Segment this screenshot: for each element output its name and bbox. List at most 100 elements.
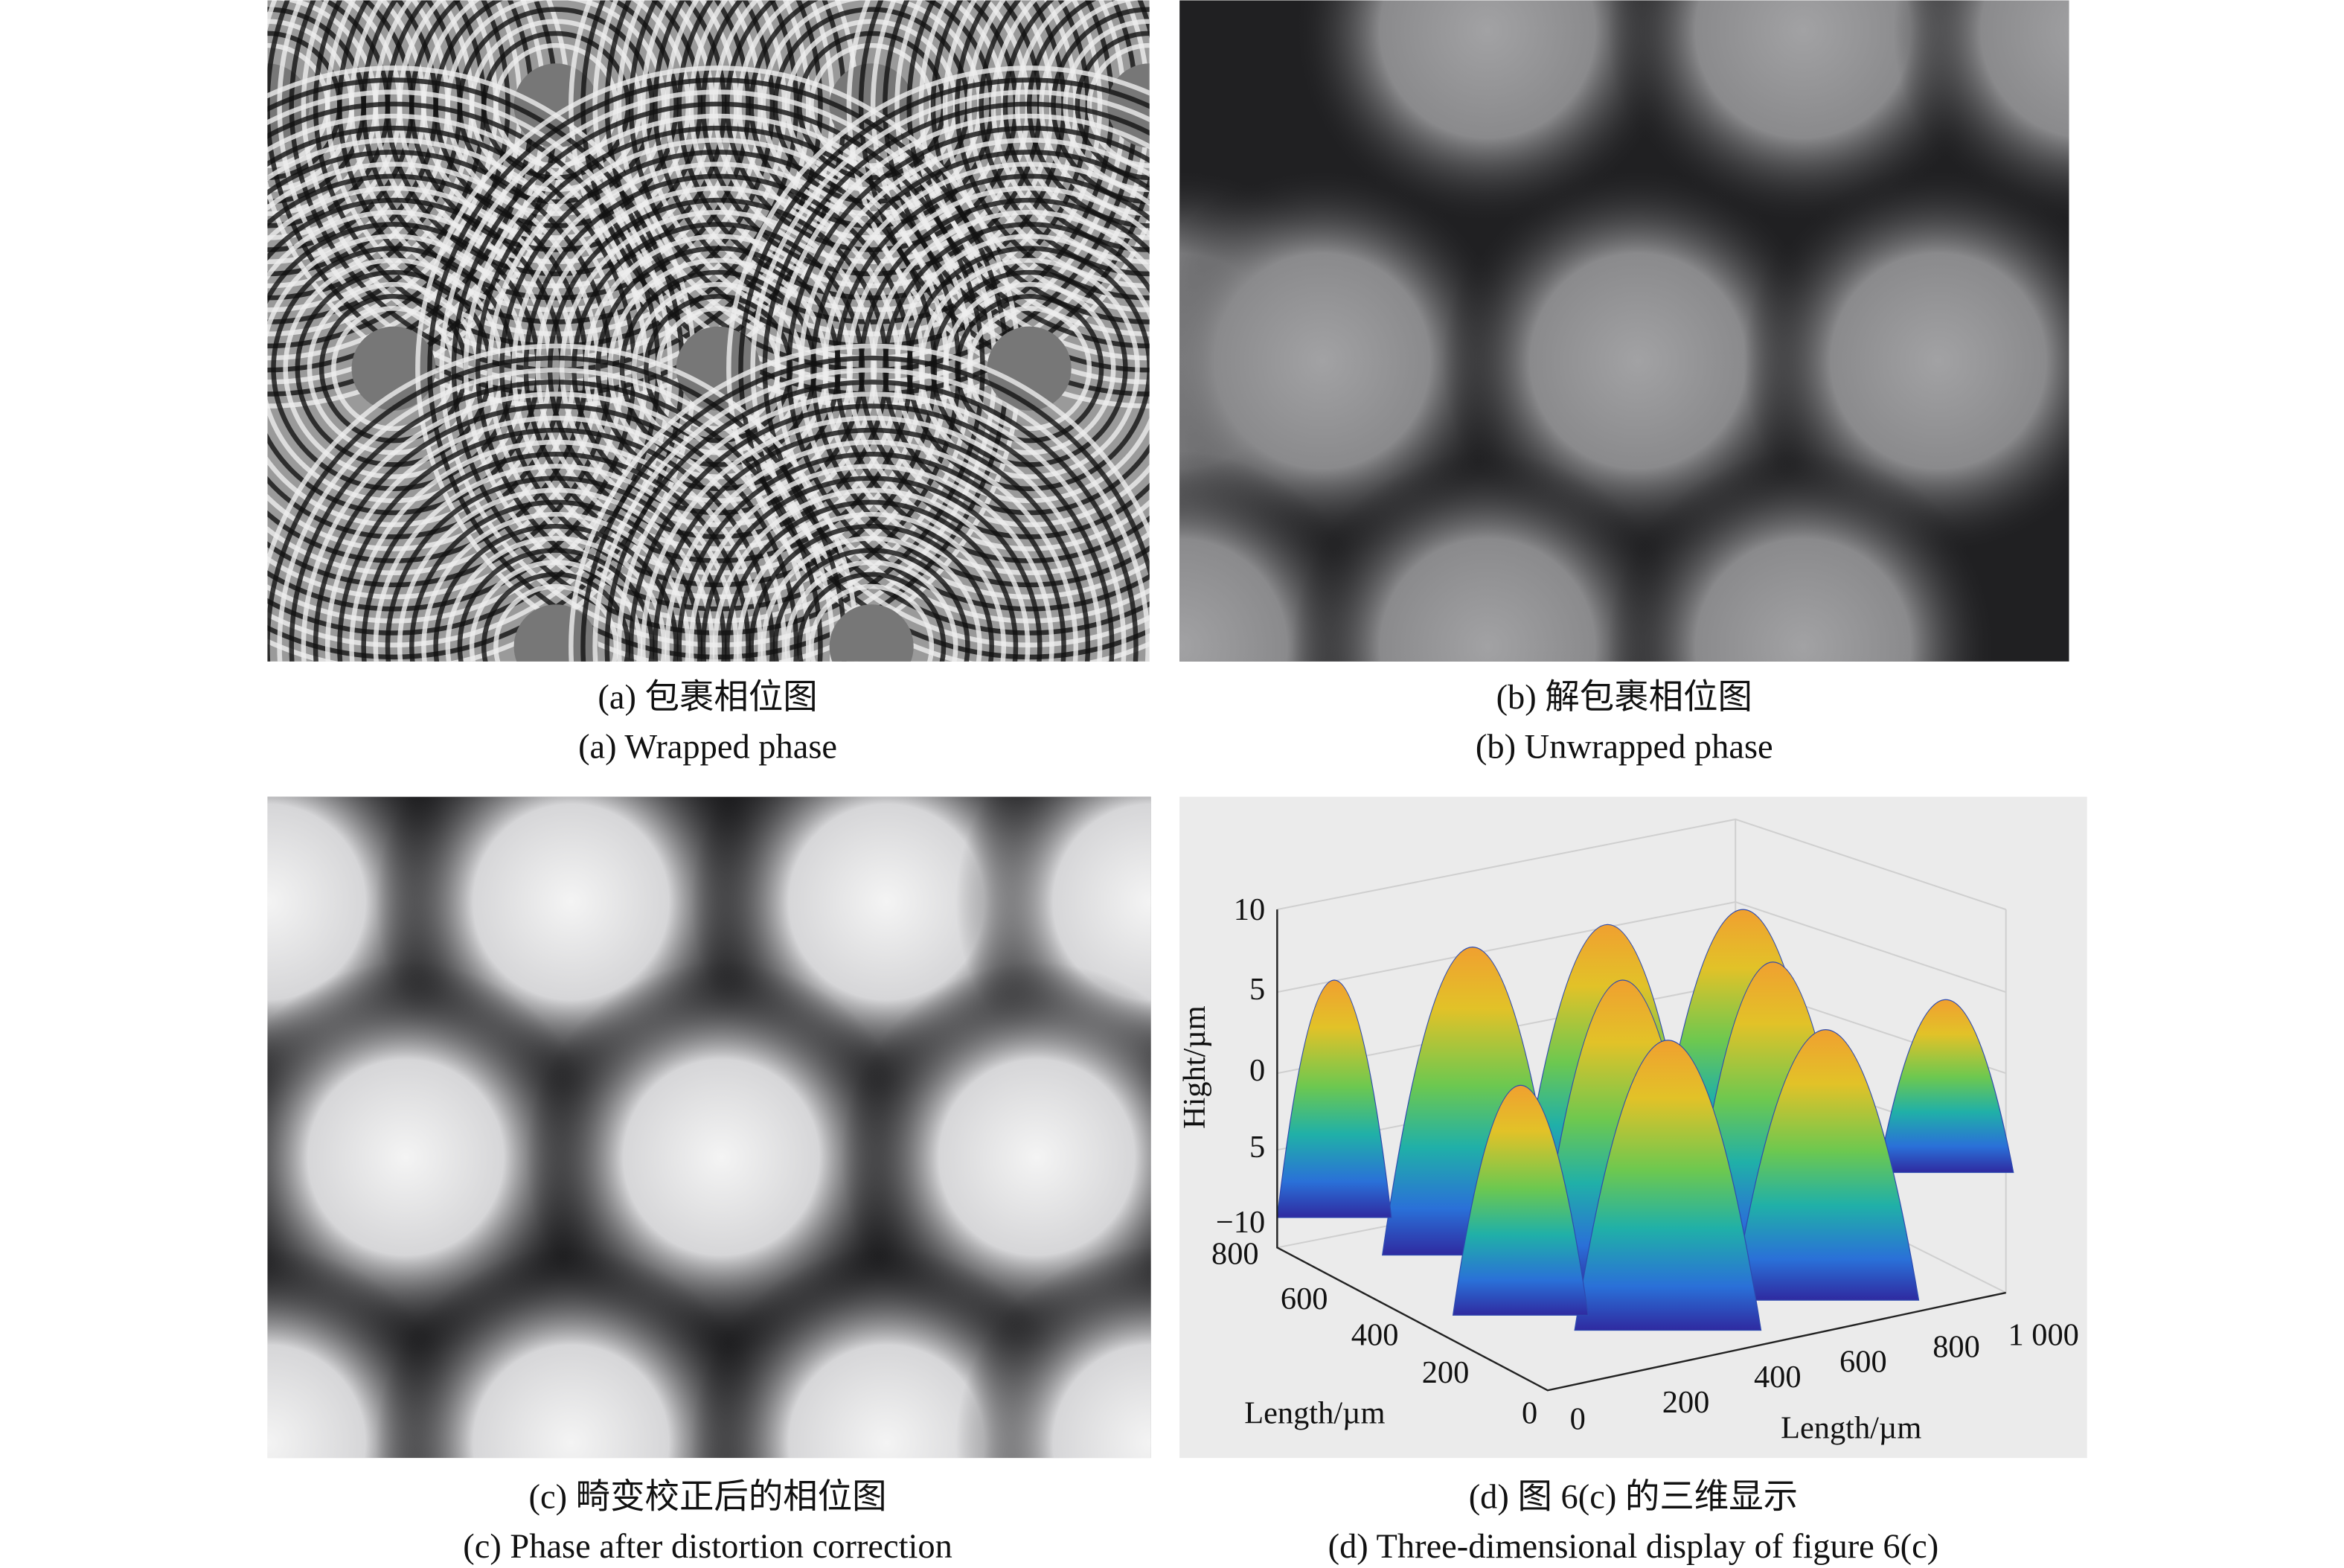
x-tick-label: 600 xyxy=(1839,1345,1887,1380)
fringe xyxy=(784,560,958,662)
fringe xyxy=(846,0,1150,409)
y-tick-label: 800 xyxy=(1211,1236,1259,1271)
phase-blob xyxy=(1607,451,1999,662)
surface-hump xyxy=(1732,1029,1920,1301)
z-axis-label: Hight/µm xyxy=(1177,1005,1212,1129)
x-tick-label: 800 xyxy=(1932,1329,1980,1364)
fringe xyxy=(604,380,1139,662)
phase-blob xyxy=(375,1247,766,1459)
corrected-phase-image xyxy=(267,796,1151,1459)
fringe xyxy=(712,487,1031,662)
y-axis-label: Length/µm xyxy=(1244,1395,1385,1430)
z-tick-label: 5 xyxy=(1249,1130,1265,1165)
phase-blob xyxy=(955,1247,1151,1459)
fringe xyxy=(313,403,799,662)
fringe-center xyxy=(987,326,1072,411)
fringe xyxy=(580,355,1150,662)
x-axis-label: Length/µm xyxy=(1781,1411,1921,1446)
caption: (d) Three-dimensional display of figure … xyxy=(1328,1528,1939,1566)
fringe-center xyxy=(513,604,598,662)
fringe xyxy=(628,403,1115,662)
fringe xyxy=(797,572,947,662)
fringe xyxy=(749,524,994,662)
fringe xyxy=(616,391,1127,662)
axis-lines xyxy=(1276,909,2006,1392)
fringe xyxy=(641,415,1103,662)
fringe xyxy=(846,185,1150,551)
z-tick-label: 0 xyxy=(1249,1053,1265,1088)
x-tick-label: 400 xyxy=(1754,1360,1802,1395)
fringe xyxy=(457,548,655,662)
fringe xyxy=(361,452,751,662)
caption: (d) 图 6(c) 的三维显示 xyxy=(1469,1478,1798,1516)
fringe xyxy=(700,476,1043,662)
fringe xyxy=(481,572,631,662)
fringe xyxy=(967,306,1092,432)
fringe xyxy=(421,511,691,662)
caption: (a) 包裹相位图 xyxy=(598,679,817,717)
fringe xyxy=(325,415,787,662)
fringe xyxy=(822,161,1150,575)
fringe xyxy=(809,583,935,662)
fringe xyxy=(918,257,1140,479)
surface-hump xyxy=(1877,999,2014,1174)
wrapped-phase-image xyxy=(267,0,1150,662)
y-tick-label: 400 xyxy=(1351,1317,1399,1352)
phase-blob xyxy=(1292,451,1683,662)
fringe xyxy=(653,427,1091,662)
caption: (a) Wrapped phase xyxy=(578,729,837,767)
fringe xyxy=(688,464,1054,662)
fringe xyxy=(1075,31,1150,180)
surface-hump xyxy=(1574,1040,1762,1331)
fringe xyxy=(385,476,727,662)
fringe-center xyxy=(351,326,436,411)
caption: (c) 畸变校正后的相位图 xyxy=(529,1477,887,1516)
fringe xyxy=(349,439,763,662)
phase-blob xyxy=(1292,0,1683,226)
fringe xyxy=(871,0,1150,385)
fringe xyxy=(906,246,1150,491)
fringe xyxy=(725,499,1019,662)
fringe xyxy=(592,368,1150,662)
fringe xyxy=(569,343,1150,662)
fringe xyxy=(301,391,811,662)
surface-hump xyxy=(1452,1084,1589,1316)
fringe xyxy=(289,380,823,662)
x-tick-label: 0 xyxy=(1570,1401,1586,1436)
fringe xyxy=(409,499,703,662)
fringe xyxy=(979,0,1150,277)
fringe xyxy=(373,464,739,662)
fringe xyxy=(918,0,1150,336)
caption: (b) 解包裹相位图 xyxy=(1496,679,1752,717)
fringe xyxy=(676,452,1066,662)
fringe xyxy=(337,427,775,662)
z-tick-label: 10 xyxy=(1234,892,1265,927)
phase-blob xyxy=(1179,165,1518,557)
fringe xyxy=(397,487,715,662)
caption: (b) Unwrapped phase xyxy=(1476,729,1773,767)
fringe xyxy=(760,536,982,662)
x-tick-label: 200 xyxy=(1662,1385,1710,1420)
fringe-center xyxy=(829,604,914,662)
fringe xyxy=(469,560,643,662)
fringe xyxy=(967,0,1150,289)
fringe xyxy=(457,7,655,205)
fringe xyxy=(433,524,679,662)
z-tick-label: 5 xyxy=(1249,972,1265,1007)
fringe xyxy=(1086,42,1150,168)
fringe xyxy=(493,42,619,168)
surface-hump xyxy=(1276,979,1392,1218)
y-tick-label: 0 xyxy=(1522,1395,1537,1430)
fringe xyxy=(726,65,1150,662)
fringe-center xyxy=(513,63,598,148)
fringe xyxy=(665,439,1078,662)
fringe xyxy=(445,0,667,217)
phase-blob xyxy=(1893,0,2069,225)
surface-plot: Hight/µm Length/µm Length/µm 10505−10800… xyxy=(1177,796,2087,1459)
fringe xyxy=(772,548,970,662)
fringe xyxy=(737,511,1007,662)
y-tick-label: 200 xyxy=(1422,1355,1470,1390)
fringe xyxy=(493,583,619,662)
